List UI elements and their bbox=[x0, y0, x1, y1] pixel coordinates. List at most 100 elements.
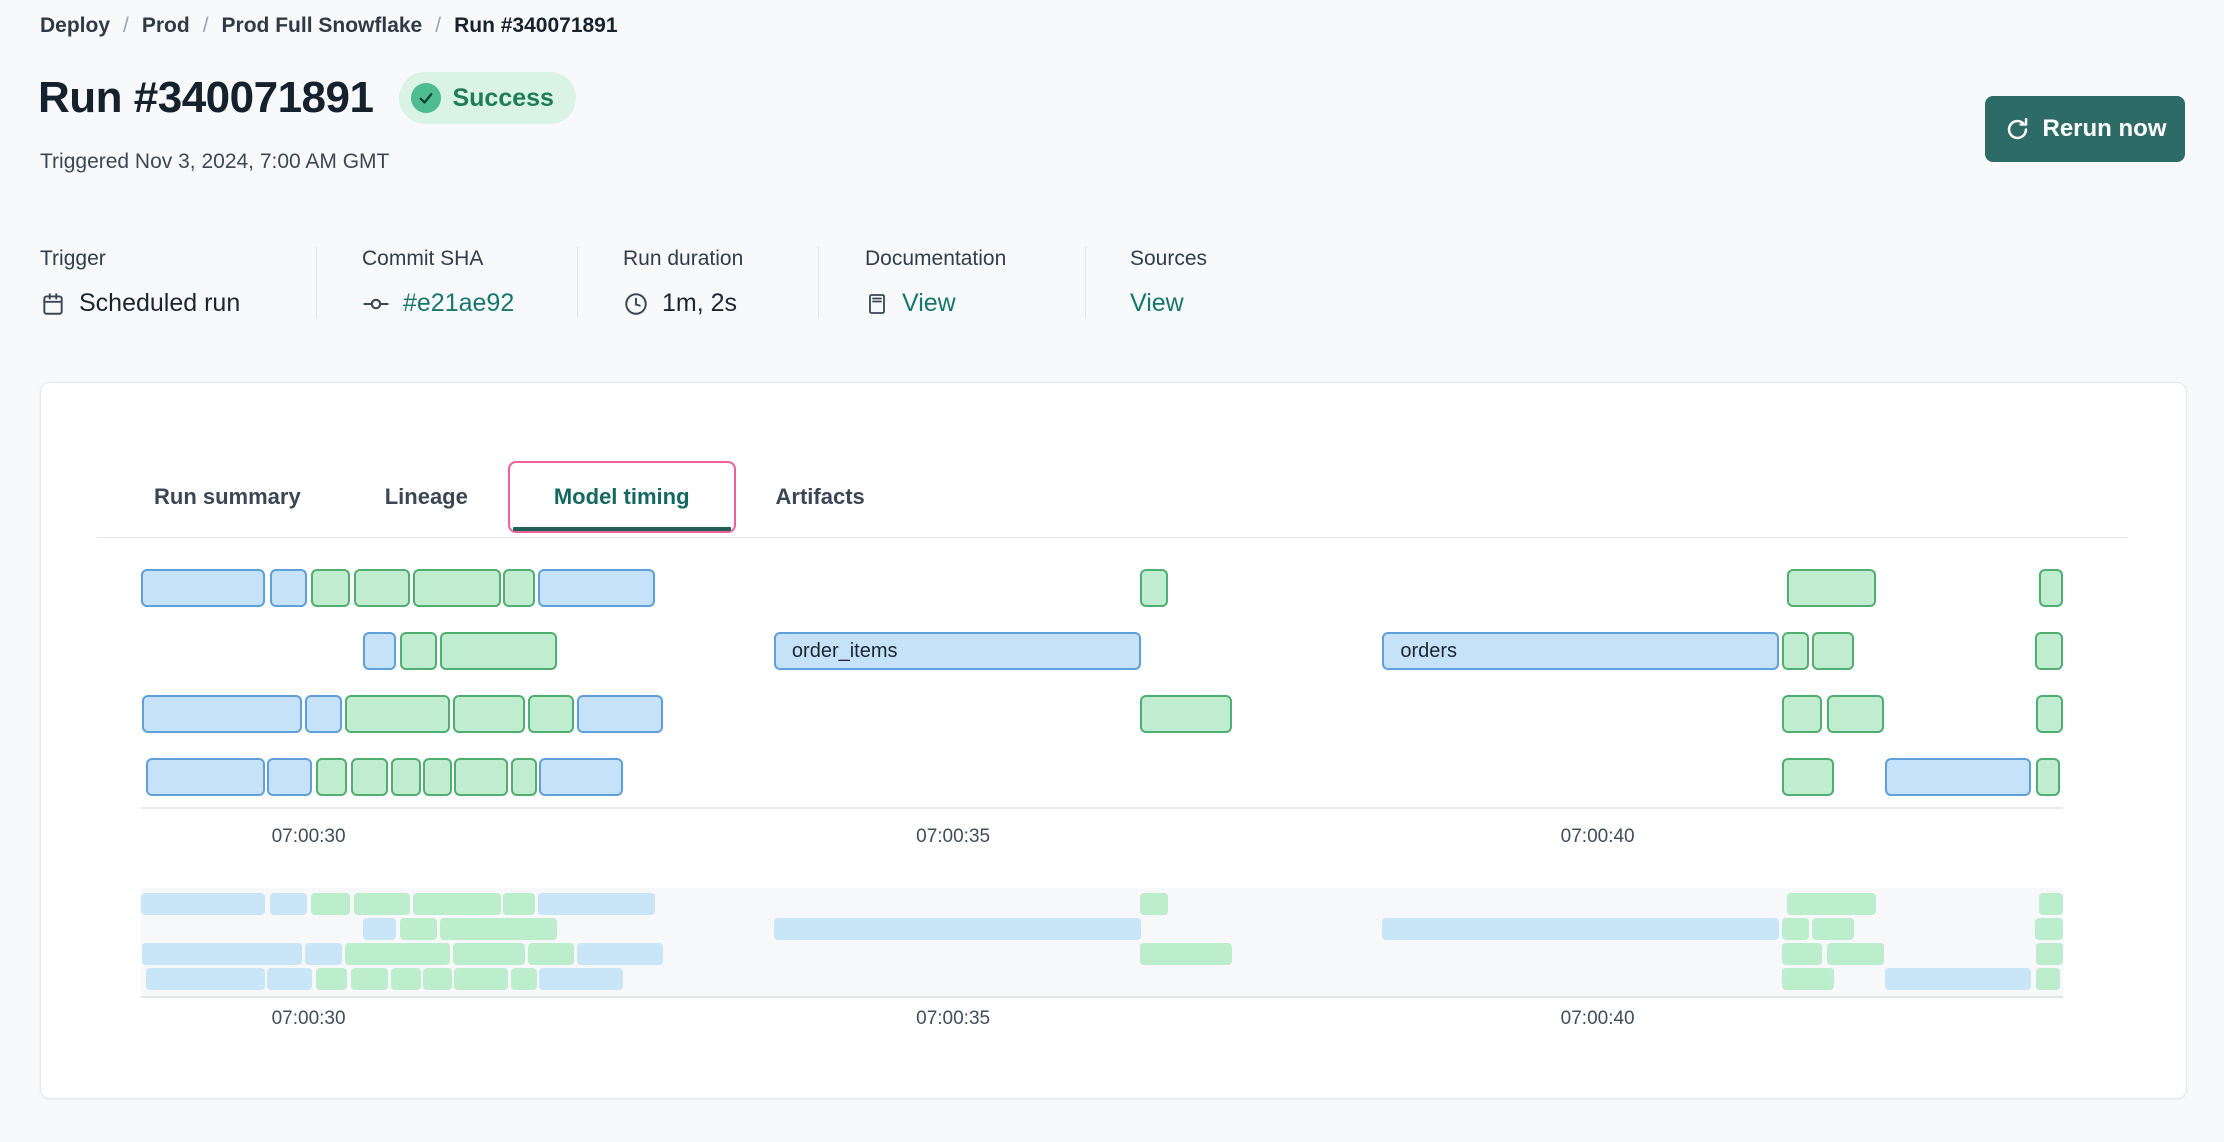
rerun-now-button[interactable]: Rerun now bbox=[1985, 96, 2185, 162]
tab-bar-divider bbox=[97, 537, 2128, 538]
meta-value: Scheduled run bbox=[40, 289, 316, 318]
model-timing-bar[interactable] bbox=[344, 695, 451, 733]
model-timing-bar[interactable] bbox=[1811, 632, 1855, 670]
model-timing-bar[interactable] bbox=[141, 569, 265, 607]
tab-model-timing[interactable]: Model timing bbox=[507, 461, 736, 533]
model-timing-bar[interactable] bbox=[1781, 632, 1810, 670]
model-timing-bar[interactable] bbox=[316, 758, 348, 796]
model-timing-bar[interactable] bbox=[454, 758, 509, 796]
model-timing-bar[interactable] bbox=[2035, 758, 2061, 796]
overview-bar bbox=[391, 968, 421, 990]
model-timing-bar[interactable] bbox=[362, 632, 397, 670]
model-timing-bar[interactable] bbox=[1885, 758, 2031, 796]
meta-value[interactable]: View bbox=[1130, 289, 1386, 318]
model-timing-bar[interactable] bbox=[353, 569, 411, 607]
meta-sources: Sources View bbox=[1086, 247, 1386, 318]
model-timing-bar[interactable] bbox=[2035, 695, 2063, 733]
model-timing-bar[interactable] bbox=[304, 695, 343, 733]
axis-tick-label: 07:00:35 bbox=[916, 826, 991, 847]
model-timing-bar[interactable] bbox=[452, 695, 526, 733]
meta-label: Commit SHA bbox=[362, 247, 484, 270]
model-timing-bar[interactable] bbox=[503, 569, 536, 607]
meta-value-text: #e21ae92 bbox=[403, 289, 515, 317]
meta-value[interactable]: View bbox=[865, 289, 1085, 318]
overview-bar bbox=[1781, 968, 1834, 990]
overview-bar bbox=[1781, 918, 1810, 940]
model-timing-bar[interactable] bbox=[1787, 569, 1877, 607]
tab-run-summary[interactable]: Run summary bbox=[154, 484, 301, 509]
breadcrumb-item: Run #340071891 bbox=[454, 14, 618, 37]
meta-value-text: View bbox=[902, 289, 956, 317]
model-timing-bar[interactable] bbox=[527, 695, 575, 733]
breadcrumb-item[interactable]: Deploy bbox=[40, 14, 111, 37]
model-timing-bar[interactable] bbox=[391, 758, 421, 796]
model-timing-bar[interactable] bbox=[423, 758, 452, 796]
overview-bar bbox=[146, 968, 265, 990]
overview-bar bbox=[1787, 893, 1877, 915]
overview-bar bbox=[142, 943, 303, 965]
model-timing-bar[interactable] bbox=[412, 569, 501, 607]
model-timing-bar[interactable] bbox=[538, 569, 656, 607]
overview-bar bbox=[353, 893, 411, 915]
tab-lineage[interactable]: Lineage bbox=[384, 484, 468, 509]
model-timing-bar[interactable] bbox=[1140, 695, 1232, 733]
overview-bar bbox=[527, 943, 575, 965]
meta-trigger: Trigger Scheduled run bbox=[40, 247, 317, 318]
axis-tick-label: 07:00:30 bbox=[271, 1008, 346, 1029]
breadcrumb-separator: / bbox=[435, 14, 442, 37]
model-timing-bar[interactable] bbox=[510, 758, 537, 796]
model-timing-bar[interactable] bbox=[2038, 569, 2063, 607]
calendar-icon bbox=[40, 291, 66, 317]
timeline-overview-gantt bbox=[141, 888, 2063, 996]
overview-bar bbox=[440, 918, 558, 940]
model-timing-bar[interactable] bbox=[1140, 569, 1169, 607]
overview-bar bbox=[362, 918, 397, 940]
axis-tick-label: 07:00:35 bbox=[916, 1008, 991, 1029]
meta-value[interactable]: #e21ae92 bbox=[362, 289, 577, 318]
model-timing-bar[interactable] bbox=[311, 569, 350, 607]
model-timing-bar[interactable] bbox=[1781, 695, 1822, 733]
model-timing-bar[interactable] bbox=[440, 632, 558, 670]
document-icon bbox=[865, 291, 889, 317]
timeline-overview-brush[interactable] bbox=[141, 888, 2063, 998]
model-timing-bar-orders[interactable]: orders bbox=[1382, 632, 1780, 670]
overview-bar bbox=[503, 893, 536, 915]
rerun-now-label: Rerun now bbox=[2042, 115, 2167, 142]
model-timing-bar[interactable] bbox=[539, 758, 624, 796]
overview-bar bbox=[510, 968, 537, 990]
model-timing-bar-order_items[interactable]: order_items bbox=[773, 632, 1142, 670]
model-timing-bar[interactable] bbox=[351, 758, 389, 796]
model-timing-bar[interactable] bbox=[1781, 758, 1834, 796]
overview-bar bbox=[2035, 968, 2061, 990]
breadcrumb-item[interactable]: Prod Full Snowflake bbox=[221, 14, 423, 37]
overview-bar bbox=[1382, 918, 1780, 940]
model-timing-bar[interactable] bbox=[146, 758, 265, 796]
overview-bar bbox=[1140, 893, 1169, 915]
meta-value-text: View bbox=[1130, 289, 1184, 317]
model-timing-bar[interactable] bbox=[142, 695, 303, 733]
overview-bar bbox=[1781, 943, 1822, 965]
tab-artifacts[interactable]: Artifacts bbox=[775, 484, 865, 509]
commit-icon bbox=[362, 290, 390, 318]
model-timing-bar[interactable] bbox=[269, 569, 308, 607]
time-axis-line bbox=[141, 807, 2063, 809]
overview-bar bbox=[576, 943, 664, 965]
overview-bar bbox=[344, 943, 451, 965]
model-timing-bar[interactable] bbox=[267, 758, 313, 796]
model-timing-bar[interactable] bbox=[2034, 632, 2063, 670]
meta-label: Trigger bbox=[40, 247, 106, 270]
overview-bar bbox=[538, 893, 656, 915]
model-timing-bar[interactable] bbox=[1827, 695, 1884, 733]
meta-commit-sha: Commit SHA #e21ae92 bbox=[317, 247, 578, 318]
overview-bar bbox=[351, 968, 389, 990]
model-timing-bar[interactable] bbox=[400, 632, 438, 670]
breadcrumb-item[interactable]: Prod bbox=[141, 14, 190, 37]
overview-bar bbox=[454, 968, 509, 990]
model-timing-bar[interactable] bbox=[576, 695, 664, 733]
axis-tick-label: 07:00:30 bbox=[271, 826, 346, 847]
meta-value: 1m, 2s bbox=[623, 289, 818, 318]
meta-documentation: Documentation View bbox=[819, 247, 1086, 318]
overview-bar bbox=[1811, 918, 1855, 940]
title-row: Run #340071891 Success bbox=[38, 72, 576, 124]
